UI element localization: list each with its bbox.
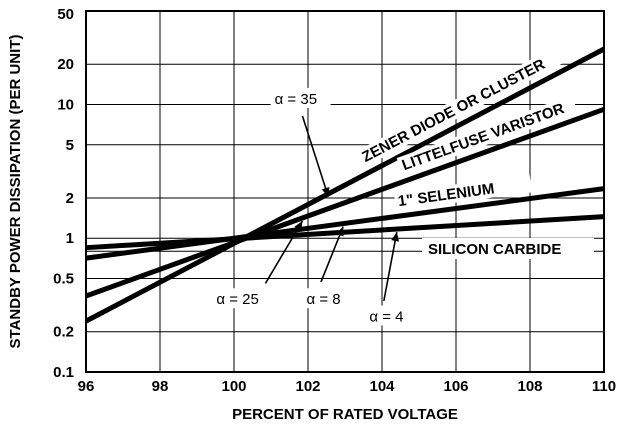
series-lines [84, 46, 606, 324]
series-line-3 [85, 214, 605, 251]
pointer-arrowhead-3 [391, 232, 400, 242]
pointer-arrowhead-2 [336, 226, 344, 237]
y-axis-title: STANDBY POWER DISSIPATION (PER UNIT) [7, 35, 24, 349]
y-tick-label: 0.2 [53, 324, 74, 341]
series-line-0 [84, 46, 606, 324]
y-tick-label: 0.5 [53, 271, 74, 288]
y-tick-label: 1 [66, 230, 74, 247]
plot-frame [85, 10, 605, 373]
x-axis-title: PERCENT OF RATED VOLTAGE [232, 406, 458, 423]
y-tick-labels: 0.1 0.2 0.5 1 2 5 10 20 50 [53, 6, 74, 381]
x-tick-label: 98 [152, 378, 169, 395]
series-label-silicon-carbide: SILICON CARBIDE [428, 241, 561, 258]
x-tick-label: 102 [295, 378, 320, 395]
pointer-line-0 [301, 115, 330, 198]
pointer-arrowhead-1 [294, 221, 303, 231]
pointer-line-1 [264, 220, 304, 284]
alpha-8-background [302, 288, 351, 309]
x-tick-label: 110 [592, 378, 616, 395]
alpha-35-label: α = 35 [275, 91, 317, 108]
alpha-25-background [212, 288, 271, 309]
x-tick-label: 100 [221, 378, 246, 395]
alpha-4-background [365, 305, 414, 326]
y-tick-label: 20 [57, 56, 74, 73]
pointer-arrowhead-0 [321, 187, 330, 197]
varistor-label-background [396, 95, 578, 176]
x-tick-label: 108 [517, 378, 542, 395]
annotation-pointers [264, 115, 400, 302]
alpha-8-label: α = 8 [307, 291, 341, 308]
x-tick-label: 104 [369, 378, 395, 395]
carbide-label-background [422, 238, 594, 259]
y-tick-label: 10 [57, 96, 74, 113]
alpha-annotations: α = 35 α = 25 α = 8 α = 4 [212, 87, 414, 326]
y-tick-label: 5 [66, 137, 74, 154]
series-line-2 [85, 186, 605, 261]
alpha-35-background [270, 87, 331, 108]
zener-label-background [356, 34, 588, 168]
x-tick-label: 96 [78, 378, 95, 395]
alpha-25-label: α = 25 [216, 291, 258, 308]
selenium-label-background [393, 174, 532, 211]
x-tick-label: 106 [443, 378, 468, 395]
y-tick-label: 50 [57, 6, 74, 23]
pointer-line-3 [383, 231, 398, 302]
x-tick-labels: 96 98 100 102 104 106 108 110 [78, 378, 616, 395]
pointer-line-2 [320, 226, 344, 283]
y-tick-label: 2 [66, 190, 74, 207]
alpha-4-label: α = 4 [369, 308, 403, 325]
series-line-1 [85, 106, 605, 299]
y-tick-label: 0.1 [53, 364, 74, 381]
